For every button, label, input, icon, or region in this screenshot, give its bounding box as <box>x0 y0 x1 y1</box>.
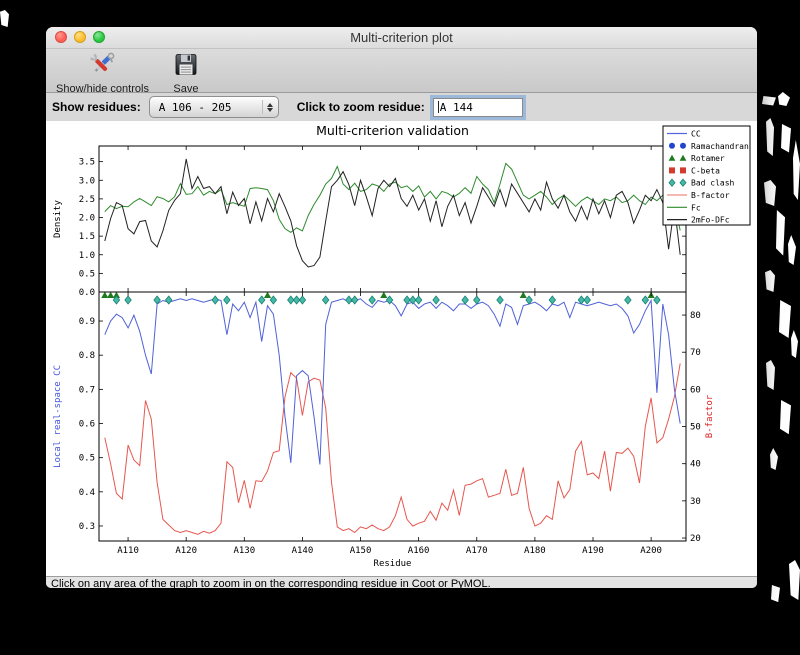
svg-text:80: 80 <box>690 311 701 321</box>
artifact <box>780 400 791 435</box>
svg-text:2.0: 2.0 <box>79 214 95 224</box>
residue-range-value: A 106 - 205 <box>158 100 232 114</box>
tools-icon <box>87 51 117 84</box>
toolbar: Show/hide controls <box>46 49 757 95</box>
svg-text:Multi-criterion validation: Multi-criterion validation <box>316 123 469 138</box>
svg-text:Bad clash: Bad clash <box>691 179 735 188</box>
svg-text:Ramachandran: Ramachandran <box>691 142 749 151</box>
artifact <box>778 92 790 106</box>
text-caret <box>437 101 439 113</box>
svg-text:40: 40 <box>690 460 701 470</box>
artifact <box>781 124 791 153</box>
artifact <box>793 140 800 200</box>
svg-text:A140: A140 <box>292 546 314 556</box>
svg-text:Density: Density <box>53 199 63 238</box>
svg-text:CC: CC <box>691 130 701 139</box>
artifact <box>791 330 798 358</box>
plot-area: Multi-criterion validation A110 A120 A130 A1… <box>46 121 757 576</box>
minimize-button[interactable] <box>74 31 86 43</box>
zoom-residue-label: Click to zoom residue: <box>296 100 425 114</box>
svg-text:2mFo-DFc: 2mFo-DFc <box>691 216 730 225</box>
artifact <box>765 270 775 292</box>
multi-criterion-plot-window: Multi-criterion plot <box>46 27 757 588</box>
svg-text:70: 70 <box>690 348 701 358</box>
svg-text:Residue: Residue <box>374 559 412 569</box>
svg-text:A170: A170 <box>466 546 488 556</box>
svg-text:Rotamer: Rotamer <box>691 154 725 163</box>
artifact <box>788 235 796 265</box>
svg-text:0.8: 0.8 <box>79 351 95 361</box>
svg-text:3.5: 3.5 <box>79 158 95 168</box>
status-bar: Click on any area of the graph to zoom i… <box>46 576 757 588</box>
svg-text:A190: A190 <box>582 546 604 556</box>
svg-text:Local real-space CC: Local real-space CC <box>53 365 63 468</box>
svg-text:60: 60 <box>690 385 701 395</box>
show-hide-controls-button[interactable]: Show/hide controls <box>52 51 153 95</box>
artifact <box>771 585 780 603</box>
svg-text:A130: A130 <box>233 546 255 556</box>
svg-text:B-factor: B-factor <box>691 191 730 200</box>
svg-text:2.5: 2.5 <box>79 195 95 205</box>
multi-criterion-plot[interactable]: Multi-criterion validation A110 A120 A130 A1… <box>46 121 757 576</box>
artifact <box>776 210 785 256</box>
stepper-arrows-icon <box>261 100 278 114</box>
artifact <box>764 180 776 206</box>
save-button[interactable]: Save <box>169 51 203 95</box>
svg-text:A120: A120 <box>175 546 197 556</box>
zoom-residue-input[interactable]: A 144 <box>432 97 523 117</box>
svg-text:1.5: 1.5 <box>79 232 95 242</box>
artifact <box>766 118 774 156</box>
svg-text:A200: A200 <box>640 546 662 556</box>
close-button[interactable] <box>55 31 67 43</box>
legend: CC Ramachandran Rotamer C-beta Bad clash B-fa… <box>662 125 751 226</box>
svg-text:0.5: 0.5 <box>79 454 95 464</box>
artifact <box>762 96 776 106</box>
svg-text:A150: A150 <box>350 546 372 556</box>
svg-text:0.7: 0.7 <box>79 385 95 395</box>
svg-text:0.4: 0.4 <box>79 488 95 498</box>
zoom-residue-value: A 144 <box>439 100 473 114</box>
svg-text:B-factor: B-factor <box>705 394 715 438</box>
artifact <box>766 360 775 390</box>
svg-text:0.3: 0.3 <box>79 522 95 532</box>
svg-text:0.0: 0.0 <box>79 288 95 298</box>
floppy-disk-icon <box>173 51 199 84</box>
svg-text:1.0: 1.0 <box>79 251 95 261</box>
svg-text:0.5: 0.5 <box>79 269 95 279</box>
svg-text:A180: A180 <box>524 546 546 556</box>
svg-text:20: 20 <box>690 534 701 544</box>
show-hide-controls-label: Show/hide controls <box>56 83 149 95</box>
svg-text:0.9: 0.9 <box>79 317 95 327</box>
artifact <box>779 300 791 338</box>
svg-text:Fc: Fc <box>691 203 701 212</box>
window-title: Multi-criterion plot <box>350 30 453 45</box>
svg-text:3.0: 3.0 <box>79 176 95 186</box>
zoom-button[interactable] <box>93 31 105 43</box>
artifact <box>0 10 9 27</box>
svg-text:0.6: 0.6 <box>79 420 95 430</box>
show-residues-label: Show residues: <box>52 100 141 114</box>
save-label: Save <box>173 83 199 95</box>
status-message: Click on any area of the graph to zoom i… <box>51 578 491 588</box>
svg-text:50: 50 <box>690 423 701 433</box>
controls-row: Show residues: A 106 - 205 Click to zoom… <box>46 93 757 121</box>
artifact <box>789 560 800 600</box>
title-bar[interactable]: Multi-criterion plot <box>46 27 757 49</box>
svg-text:30: 30 <box>690 497 701 507</box>
svg-text:C-beta: C-beta <box>691 166 720 175</box>
svg-text:A110: A110 <box>117 546 139 556</box>
svg-text:A160: A160 <box>408 546 430 556</box>
residue-range-select[interactable]: A 106 - 205 <box>148 96 279 118</box>
artifact <box>770 448 778 470</box>
